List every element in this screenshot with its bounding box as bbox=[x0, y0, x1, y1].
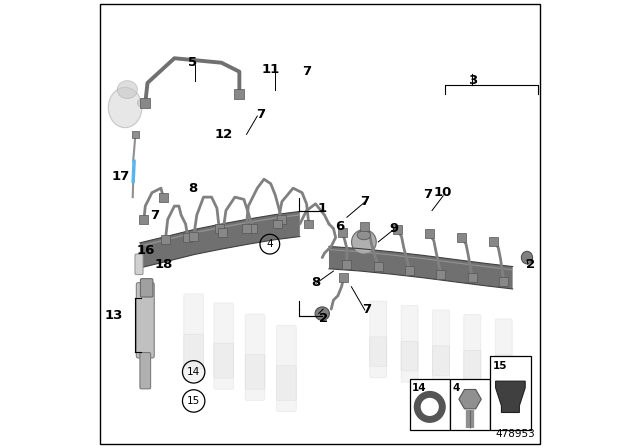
Bar bbox=[132, 131, 139, 138]
Bar bbox=[189, 232, 198, 241]
Text: 5: 5 bbox=[188, 56, 197, 69]
Bar bbox=[273, 220, 282, 228]
Bar bbox=[457, 233, 466, 242]
Bar bbox=[342, 260, 351, 269]
Ellipse shape bbox=[117, 81, 138, 99]
Bar bbox=[140, 98, 150, 108]
Bar bbox=[214, 224, 224, 233]
Text: 10: 10 bbox=[433, 186, 451, 199]
FancyBboxPatch shape bbox=[184, 334, 204, 380]
Text: 4: 4 bbox=[266, 239, 273, 249]
FancyBboxPatch shape bbox=[140, 279, 153, 297]
Text: 7: 7 bbox=[362, 302, 372, 316]
Text: 2: 2 bbox=[526, 258, 535, 271]
FancyBboxPatch shape bbox=[370, 337, 387, 378]
Text: 7: 7 bbox=[302, 65, 311, 78]
Text: 8: 8 bbox=[311, 276, 320, 289]
FancyBboxPatch shape bbox=[245, 314, 265, 389]
Bar bbox=[499, 277, 508, 286]
Bar bbox=[490, 237, 499, 246]
Bar bbox=[277, 215, 287, 224]
Bar bbox=[248, 224, 257, 233]
FancyBboxPatch shape bbox=[214, 343, 234, 389]
FancyBboxPatch shape bbox=[464, 314, 481, 380]
Bar bbox=[339, 273, 348, 282]
Text: 11: 11 bbox=[262, 63, 280, 76]
FancyBboxPatch shape bbox=[433, 346, 449, 387]
Bar bbox=[410, 379, 450, 430]
Text: 7: 7 bbox=[150, 208, 159, 222]
Bar bbox=[450, 379, 490, 430]
Text: 478953: 478953 bbox=[495, 429, 535, 439]
FancyBboxPatch shape bbox=[214, 303, 234, 378]
Bar bbox=[490, 356, 531, 430]
Bar bbox=[140, 215, 148, 224]
FancyBboxPatch shape bbox=[184, 294, 204, 369]
Polygon shape bbox=[329, 246, 513, 289]
Text: 17: 17 bbox=[111, 170, 129, 184]
Bar bbox=[338, 228, 347, 237]
Bar bbox=[374, 262, 383, 271]
Text: 8: 8 bbox=[189, 181, 198, 195]
Text: 7: 7 bbox=[256, 108, 266, 121]
Text: 16: 16 bbox=[137, 244, 156, 258]
Bar bbox=[304, 220, 314, 228]
Bar bbox=[436, 270, 445, 279]
Text: 7: 7 bbox=[360, 195, 369, 208]
FancyBboxPatch shape bbox=[140, 353, 150, 389]
FancyBboxPatch shape bbox=[401, 341, 418, 382]
Ellipse shape bbox=[357, 231, 371, 240]
FancyBboxPatch shape bbox=[276, 366, 296, 412]
FancyBboxPatch shape bbox=[495, 319, 512, 384]
Bar bbox=[360, 222, 369, 231]
FancyBboxPatch shape bbox=[495, 355, 512, 396]
Bar bbox=[468, 273, 477, 282]
Bar bbox=[405, 266, 414, 275]
Text: 2: 2 bbox=[319, 311, 328, 325]
FancyBboxPatch shape bbox=[370, 301, 387, 366]
Bar bbox=[425, 229, 434, 238]
Bar bbox=[392, 225, 401, 234]
Text: 12: 12 bbox=[214, 128, 233, 141]
FancyBboxPatch shape bbox=[245, 354, 265, 401]
Polygon shape bbox=[495, 381, 525, 413]
Ellipse shape bbox=[522, 251, 532, 264]
Text: 13: 13 bbox=[104, 309, 123, 323]
Bar bbox=[218, 228, 227, 237]
Ellipse shape bbox=[351, 229, 376, 254]
Bar bbox=[234, 89, 244, 99]
FancyBboxPatch shape bbox=[464, 350, 481, 391]
Text: 3: 3 bbox=[468, 74, 477, 87]
Text: 14: 14 bbox=[187, 367, 200, 377]
Ellipse shape bbox=[108, 87, 142, 128]
FancyBboxPatch shape bbox=[276, 325, 296, 401]
Ellipse shape bbox=[138, 99, 148, 108]
Bar bbox=[161, 235, 170, 244]
Text: 9: 9 bbox=[389, 222, 398, 235]
FancyBboxPatch shape bbox=[433, 310, 449, 375]
FancyBboxPatch shape bbox=[136, 283, 154, 358]
FancyBboxPatch shape bbox=[135, 254, 143, 275]
Text: 18: 18 bbox=[155, 258, 173, 271]
FancyBboxPatch shape bbox=[401, 306, 418, 371]
Text: 14: 14 bbox=[412, 383, 427, 393]
Text: 6: 6 bbox=[335, 220, 345, 233]
Polygon shape bbox=[140, 211, 300, 268]
Text: 1: 1 bbox=[317, 202, 327, 215]
Bar bbox=[241, 224, 250, 233]
Text: 15: 15 bbox=[493, 361, 508, 370]
Text: 15: 15 bbox=[187, 396, 200, 406]
Bar bbox=[183, 233, 192, 242]
Text: 7: 7 bbox=[423, 188, 432, 202]
Ellipse shape bbox=[315, 307, 330, 320]
Bar bbox=[159, 193, 168, 202]
Text: 4: 4 bbox=[452, 383, 460, 393]
